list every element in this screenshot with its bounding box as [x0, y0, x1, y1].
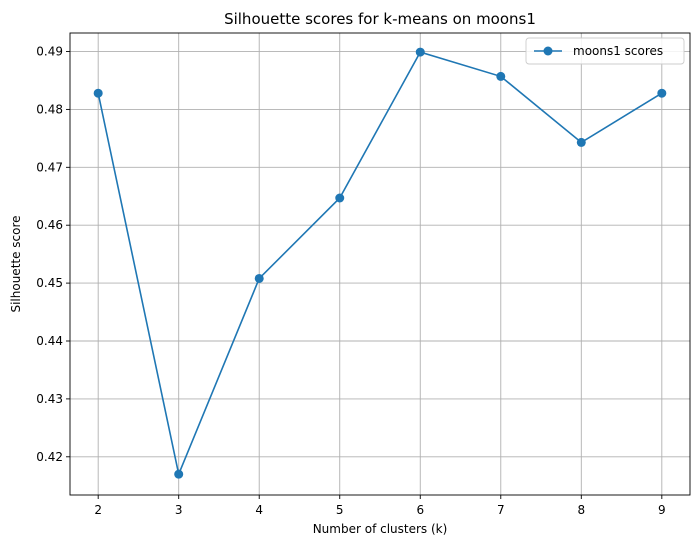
x-tick-label: 3: [175, 503, 183, 517]
x-tick-label: 8: [577, 503, 585, 517]
x-tick-label: 2: [94, 503, 102, 517]
data-point: [415, 47, 425, 57]
x-tick-label: 5: [336, 503, 344, 517]
data-point: [335, 193, 345, 203]
y-tick-label: 0.46: [36, 218, 63, 232]
data-point: [254, 273, 264, 283]
plot-frame: [69, 32, 691, 496]
y-tick-label: 0.42: [36, 450, 63, 464]
x-ticks: 2 3 4 5 6 7 8 9: [94, 495, 666, 517]
data-point: [174, 469, 184, 479]
y-axis-label: Silhouette score: [9, 215, 23, 312]
y-tick-label: 0.47: [36, 160, 63, 174]
legend: moons1 scores: [525, 37, 685, 65]
x-axis-label: Number of clusters (k): [313, 522, 448, 536]
grid-lines: [70, 33, 690, 495]
x-tick-label: 6: [416, 503, 424, 517]
legend-marker-sample: [543, 46, 553, 56]
x-tick-label: 4: [255, 503, 263, 517]
legend-box: [525, 37, 685, 65]
data-point: [93, 88, 103, 98]
y-tick-label: 0.48: [36, 102, 63, 116]
y-tick-label: 0.45: [36, 276, 63, 290]
legend-entry-label: moons1 scores: [573, 44, 663, 58]
data-point: [657, 88, 667, 98]
series-layer: [93, 47, 667, 479]
y-tick-label: 0.43: [36, 392, 63, 406]
data-point: [576, 137, 586, 147]
x-tick-label: 9: [658, 503, 666, 517]
y-tick-label: 0.44: [36, 334, 63, 348]
data-point: [496, 71, 506, 81]
series-line: [97, 51, 663, 477]
y-ticks: 0.42 0.43 0.44 0.45 0.46 0.47 0.48 0.49: [36, 45, 70, 464]
x-tick-label: 7: [497, 503, 505, 517]
y-tick-label: 0.49: [36, 45, 63, 59]
chart-title: Silhouette scores for k-means on moons1: [224, 10, 536, 28]
